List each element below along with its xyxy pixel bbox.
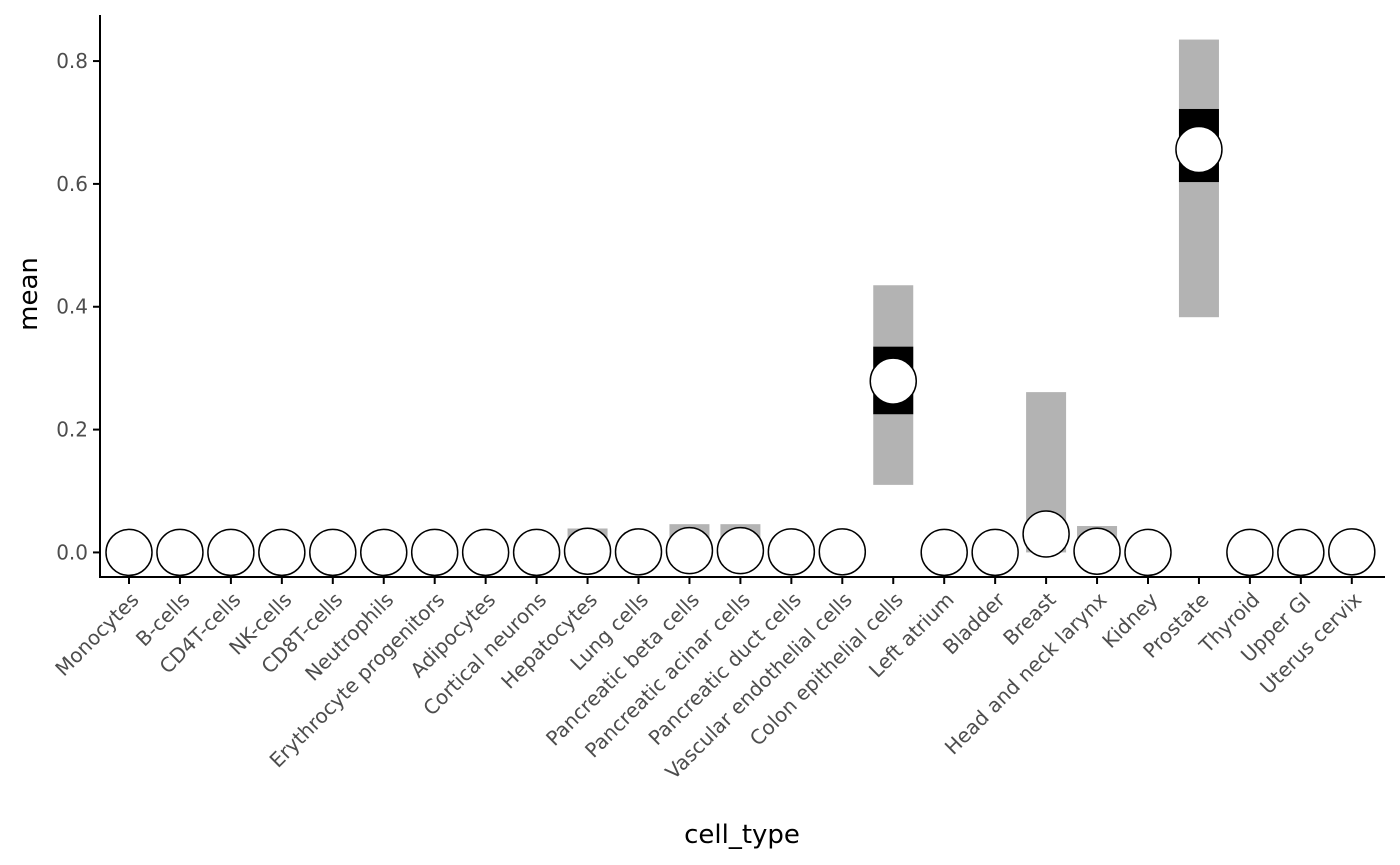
mean-point <box>309 528 357 577</box>
mean-point <box>767 528 816 576</box>
y-tick-label: 0.8 <box>56 49 88 73</box>
mean-point <box>1328 528 1376 576</box>
mean-point <box>818 528 867 576</box>
mean-point <box>512 528 561 577</box>
y-tick-label: 0.4 <box>56 295 88 319</box>
mean-point <box>1073 527 1121 575</box>
mean-point <box>869 357 917 405</box>
mean-point <box>156 528 204 577</box>
mean-point <box>920 528 968 577</box>
plot-area <box>105 39 1376 577</box>
mean-point <box>105 528 153 577</box>
mean-point <box>1175 125 1223 174</box>
y-tick-label: 0.6 <box>56 172 88 196</box>
mean-point <box>971 528 1019 577</box>
mean-point <box>614 528 663 576</box>
y-axis-title: mean <box>14 257 44 331</box>
mean-point <box>461 528 510 577</box>
mean-point <box>1277 528 1325 577</box>
x-axis-ticks: MonocytesB-cellsCD4T-cellsNK-cellsCD8T-c… <box>50 577 1366 784</box>
mean-point <box>258 528 306 577</box>
y-tick-label: 0.2 <box>56 418 88 442</box>
mean-point <box>1124 528 1172 577</box>
mean-point <box>716 526 765 575</box>
y-tick-label: 0.0 <box>56 540 88 564</box>
mean-point <box>665 526 714 575</box>
mean-point <box>207 528 255 577</box>
mean-point <box>360 528 408 577</box>
mean-point <box>1226 528 1274 577</box>
mean-point <box>1022 510 1070 558</box>
mean-point <box>563 527 612 575</box>
mean-point <box>410 528 459 577</box>
x-axis-title: cell_type <box>684 820 800 850</box>
x-tick-label: Monocytes <box>50 588 143 681</box>
y-axis-ticks: 0.0 0.2 0.4 0.6 0.8 <box>56 49 100 564</box>
